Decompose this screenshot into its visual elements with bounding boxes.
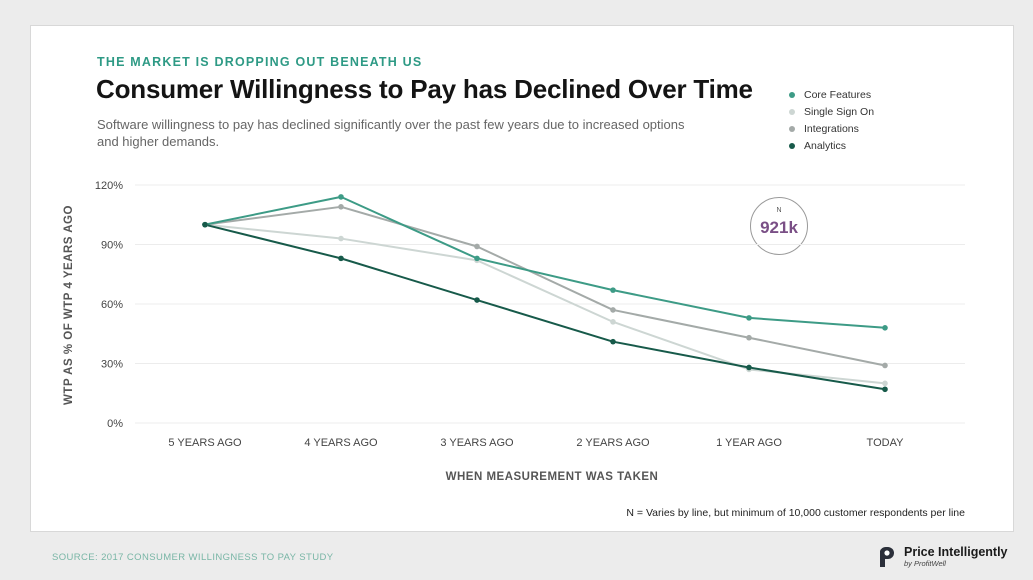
x-tick-label: 1 YEAR AGO — [716, 437, 782, 449]
chart-subtitle: Software willingness to pay has declined… — [97, 117, 685, 149]
chart-legend: Core Features Single Sign On Integrations A… — [789, 86, 874, 154]
data-point — [610, 287, 616, 293]
x-tick-label: 4 YEARS AGO — [304, 437, 378, 449]
x-tick-label: 2 YEARS AGO — [576, 437, 650, 449]
brand-name: Price Intelligently — [904, 545, 1008, 559]
sample-size-label: N — [776, 207, 782, 214]
legend-swatch — [789, 125, 795, 132]
chart-kicker: THE MARKET IS DROPPING OUT BENEATH US — [97, 55, 423, 69]
brand-logo-icon — [880, 546, 894, 567]
source-note: SOURCE: 2017 CONSUMER WILLINGNESS TO PAY… — [52, 552, 334, 563]
y-tick-label: 60% — [101, 299, 123, 311]
brand-tagline: by ProfitWell — [904, 559, 946, 568]
x-tick-label: 3 YEARS AGO — [440, 437, 514, 449]
data-point — [338, 204, 344, 210]
chart-footnote: N = Varies by line, but minimum of 10,00… — [626, 507, 965, 519]
legend-swatch — [789, 142, 795, 149]
data-point — [610, 307, 616, 313]
data-point — [338, 255, 344, 262]
legend-label: Single Sign On — [804, 105, 875, 118]
series-line-integrations — [204, 205, 886, 367]
data-point — [202, 221, 208, 228]
data-point — [338, 194, 344, 200]
data-point — [610, 338, 616, 345]
data-point — [882, 362, 888, 369]
data-point — [882, 325, 888, 331]
x-tick-label: TODAY — [867, 437, 905, 449]
sample-size-badge: N 921k — [750, 197, 808, 255]
data-point — [474, 255, 480, 262]
legend-label: Integrations — [804, 122, 859, 135]
data-point — [882, 380, 888, 387]
data-point — [882, 386, 888, 393]
data-point — [474, 297, 480, 303]
legend-item: Core Features — [789, 86, 874, 103]
y-axis-title: WTP AS % OF WTP 4 YEARS AGO — [63, 205, 75, 405]
data-point — [610, 319, 616, 325]
x-axis-title: WHEN MEASUREMENT WAS TAKEN — [446, 471, 659, 483]
series-line-core-features — [204, 195, 886, 329]
sample-size-value: 921k — [760, 218, 798, 237]
legend-item: Single Sign On — [789, 103, 874, 120]
data-point — [746, 364, 752, 371]
data-point — [746, 315, 752, 321]
data-point — [746, 334, 752, 341]
data-point — [338, 235, 344, 242]
chart-title: Consumer Willingness to Pay has Declined… — [96, 74, 753, 104]
legend-item: Integrations — [789, 120, 874, 137]
y-tick-label: 90% — [101, 240, 123, 252]
brand-logo: Price Intelligently by ProfitWell — [877, 546, 1008, 568]
legend-swatch — [789, 108, 795, 115]
legend-label: Core Features — [804, 88, 872, 101]
chart-card: THE MARKET IS DROPPING OUT BENEATH US Co… — [30, 25, 1014, 532]
series-line-analytics — [204, 223, 886, 391]
legend-label: Analytics — [804, 139, 847, 152]
data-point — [474, 243, 480, 250]
y-tick-label: 120% — [95, 180, 123, 192]
y-tick-label: 0% — [107, 418, 123, 430]
legend-item: Analytics — [789, 137, 874, 154]
y-tick-label: 30% — [101, 359, 123, 371]
x-tick-label: 5 YEARS AGO — [168, 437, 242, 449]
legend-swatch — [789, 91, 795, 98]
